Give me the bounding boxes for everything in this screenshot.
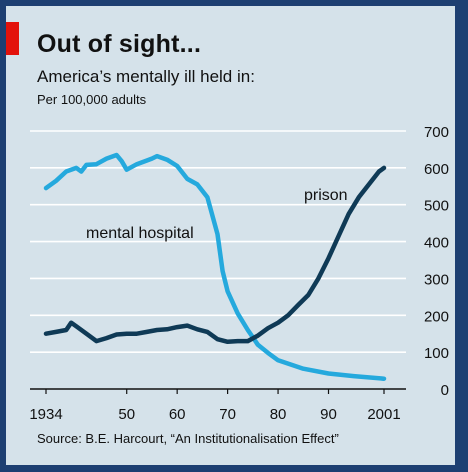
prison-label: prison <box>304 187 348 204</box>
annotations: mental hospital prison <box>86 187 348 242</box>
x-tick-label: 1934 <box>29 406 62 423</box>
y-tick-label: 200 <box>424 308 449 325</box>
mental-hospital-label: mental hospital <box>86 225 194 242</box>
series-lines <box>43 152 387 381</box>
red-accent-tag <box>6 22 19 55</box>
y-tick-label: 100 <box>424 345 449 362</box>
mental-hospital-line <box>43 152 387 381</box>
x-tick-label: 2001 <box>367 406 400 423</box>
chart-unit-label: Per 100,000 adults <box>37 92 147 107</box>
y-axis: 0 100 200 300 400 500 600 700 <box>424 124 449 399</box>
y-tick-label: 400 <box>424 235 449 252</box>
y-tick-label: 600 <box>424 161 449 178</box>
chart-subtitle: America’s mentally ill held in: <box>37 67 255 86</box>
y-tick-label: 300 <box>424 271 449 288</box>
x-tick-label: 80 <box>270 406 287 423</box>
prison-line <box>43 165 387 345</box>
x-tick-label: 60 <box>169 406 186 423</box>
y-tick-label: 0 <box>441 382 449 399</box>
line-chart: 1934 50 60 70 80 90 2001 0 100 200 300 400 500 600 70… <box>29 124 449 423</box>
x-tick-label: 70 <box>219 406 236 423</box>
source-note: Source: B.E. Harcourt, “An Institutional… <box>37 431 339 446</box>
x-tick-label: 50 <box>118 406 135 423</box>
gridlines <box>30 130 406 390</box>
x-axis: 1934 50 60 70 80 90 2001 <box>29 389 401 423</box>
y-tick-label: 500 <box>424 198 449 215</box>
chart-panel: Out of sight... America’s mentally ill h… <box>6 6 455 465</box>
chart-frame: Out of sight... America’s mentally ill h… <box>6 6 462 466</box>
x-tick-label: 90 <box>320 406 337 423</box>
y-tick-label: 700 <box>424 124 449 141</box>
chart-title: Out of sight... <box>37 30 202 58</box>
